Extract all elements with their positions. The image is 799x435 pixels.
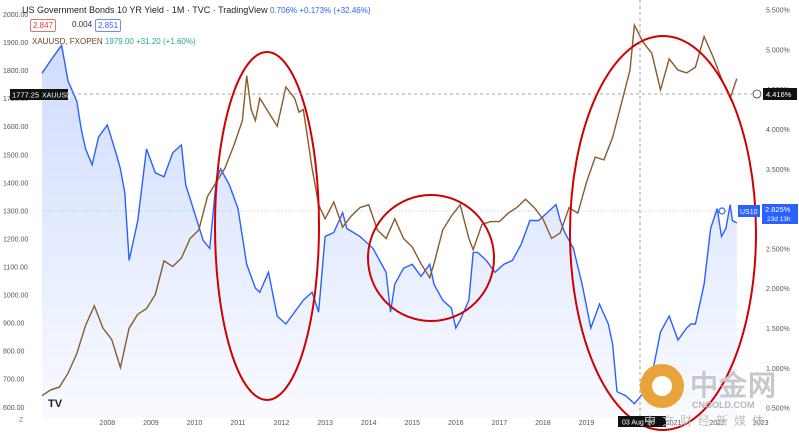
us10-area-fill [42, 45, 737, 419]
right-axis-tick-label: 4.000% [766, 127, 790, 134]
left-price-badge [10, 89, 68, 100]
right-axis-tick-label: 1.000% [766, 366, 790, 373]
right-axis-tick-label: 1.500% [766, 326, 790, 333]
x-axis-tick-label: 2015 [404, 420, 420, 427]
left-axis-tick-label: 2000.00 [3, 12, 28, 19]
chart-title: US Government Bonds 10 YR Yield · 1M · T… [22, 5, 268, 15]
left-axis-tick-label: 1900.00 [3, 40, 28, 47]
right-crosshair-badge-value: 4.416% [766, 90, 792, 99]
highlight-ellipse-2015-2017 [367, 194, 495, 322]
highlight-ellipse-2011-2013 [214, 51, 320, 401]
us10-label: US10 [740, 209, 758, 216]
bid-price-box[interactable]: 2.847 [30, 19, 57, 32]
right-axis-tick-label: 5.500% [766, 8, 790, 15]
x-axis-tick-label: 2013 [317, 420, 333, 427]
us10-value-badge [762, 204, 798, 224]
left-axis-tick-label: 1800.00 [3, 68, 28, 75]
x-axis-tick-label: 2010 [187, 420, 203, 427]
crosshair-date-badge [618, 416, 666, 427]
ask-price-box[interactable]: 2.851 [95, 19, 122, 32]
x-axis-tick-label: 2016 [448, 420, 464, 427]
x-axis-tick-label: 2009 [143, 420, 159, 427]
left-axis-tick-label: 1100.00 [3, 265, 28, 272]
left-price-badge-value: 1777.25 [12, 91, 39, 100]
xauusd-values: 1979.00 +31.20 (+1.60%) [104, 37, 196, 46]
us10-label-badge [738, 205, 760, 217]
right-axis-tick-label: 5.000% [766, 47, 790, 54]
right-axis-tick-label: 3.500% [766, 167, 790, 174]
left-axis-tick-label: 800.00 [3, 349, 25, 356]
x-axis-tick-label: 2022 [709, 420, 725, 427]
spread-value: 0.004 [70, 19, 95, 30]
xauusd-symbol: XAUUSD, FXOPEN [32, 37, 103, 46]
right-axis-tick-label: 2.000% [766, 286, 790, 293]
add-line-icon[interactable] [752, 89, 762, 99]
tradingview-logo-icon[interactable]: TV [48, 398, 63, 410]
cngold-watermark: 中金网 CNGOLD.COM 中文财经新媒体 [640, 362, 790, 432]
left-axis-tick-label: 1400.00 [3, 180, 28, 187]
crosshair-date: 03 Aug '20 [622, 420, 655, 427]
left-axis-tick-label: 1300.00 [3, 208, 28, 215]
right-crosshair-badge [763, 88, 797, 100]
us10-stats: 0.706% +0.173% (+32.46%) [270, 6, 371, 15]
us10-last-dot [718, 207, 726, 215]
series-line-xauusd [41, 22, 738, 397]
x-axis-tick-label: 2023 [753, 420, 769, 427]
us10-countdown: 23d 13h [767, 216, 791, 223]
right-axis-tick-label: 0.500% [766, 406, 790, 413]
us10-value: 2.825% [765, 205, 791, 214]
watermark-cn: 中金网 [690, 369, 778, 402]
x-axis-tick-label: 2012 [274, 420, 290, 427]
highlight-ellipse-2019-2023 [569, 35, 757, 431]
left-axis-tick-label: 1500.00 [3, 152, 28, 159]
left-axis-tick-label: 600.00 [3, 405, 25, 412]
x-axis-tick-label: 2008 [100, 420, 116, 427]
x-axis-tick-label: 2014 [361, 420, 377, 427]
left-axis-tick-label: 900.00 [3, 321, 25, 328]
left-axis: 2000.001900.001800.001700.001600.001500.… [3, 12, 28, 412]
watermark-url: CNGOLD.COM [692, 400, 755, 410]
cngold-logo-icon [640, 364, 684, 408]
x-axis-tick-label: 2021 [666, 420, 682, 427]
left-axis-tick-label: 1000.00 [3, 293, 28, 300]
left-axis-tick-label: 1200.00 [3, 236, 28, 243]
right-axis-tick-label: 2.500% [766, 246, 790, 253]
corner-mark: Z [19, 417, 24, 424]
xauusd-legend[interactable]: XAUUSD, FXOPEN 1979.00 +31.20 (+1.60%) [32, 37, 196, 46]
x-axis-tick-label: 2019 [579, 420, 595, 427]
left-axis-tick-label: 700.00 [3, 377, 25, 384]
left-price-badge-label: XAUUSD [42, 93, 71, 100]
x-axis-tick-label: 2017 [492, 420, 508, 427]
x-axis-tick-label: 2011 [230, 420, 245, 427]
watermark-sub: 中文财经新媒体 [644, 414, 771, 428]
x-axis-tick-label: 2018 [535, 420, 551, 427]
left-axis-tick-label: 1600.00 [3, 124, 28, 131]
